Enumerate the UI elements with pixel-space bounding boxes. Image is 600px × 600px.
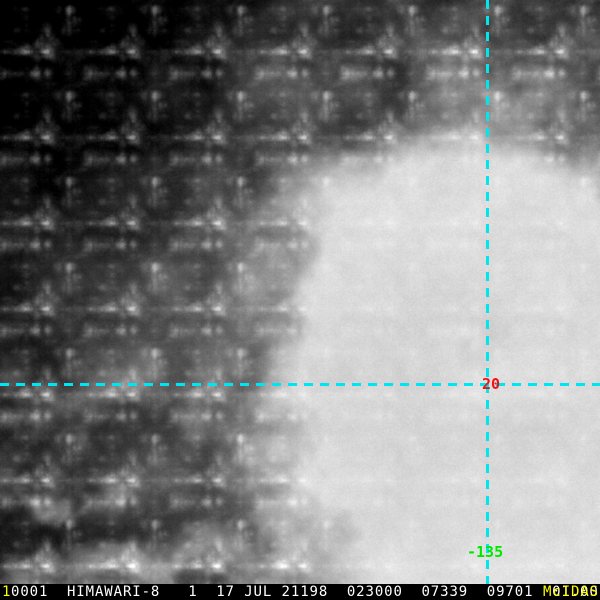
- frame-number-label: 1: [2, 584, 12, 600]
- latitude-label: 20: [482, 375, 501, 393]
- image-metadata-text: 0001 HIMAWARI-8 1 17 JUL 21198 023000 07…: [11, 584, 599, 600]
- longitude-label: -135: [467, 543, 504, 561]
- mcidas-brand-label: McIDAS: [543, 584, 599, 600]
- annotation-bar: 1 0001 HIMAWARI-8 1 17 JUL 21198 023000 …: [0, 584, 600, 600]
